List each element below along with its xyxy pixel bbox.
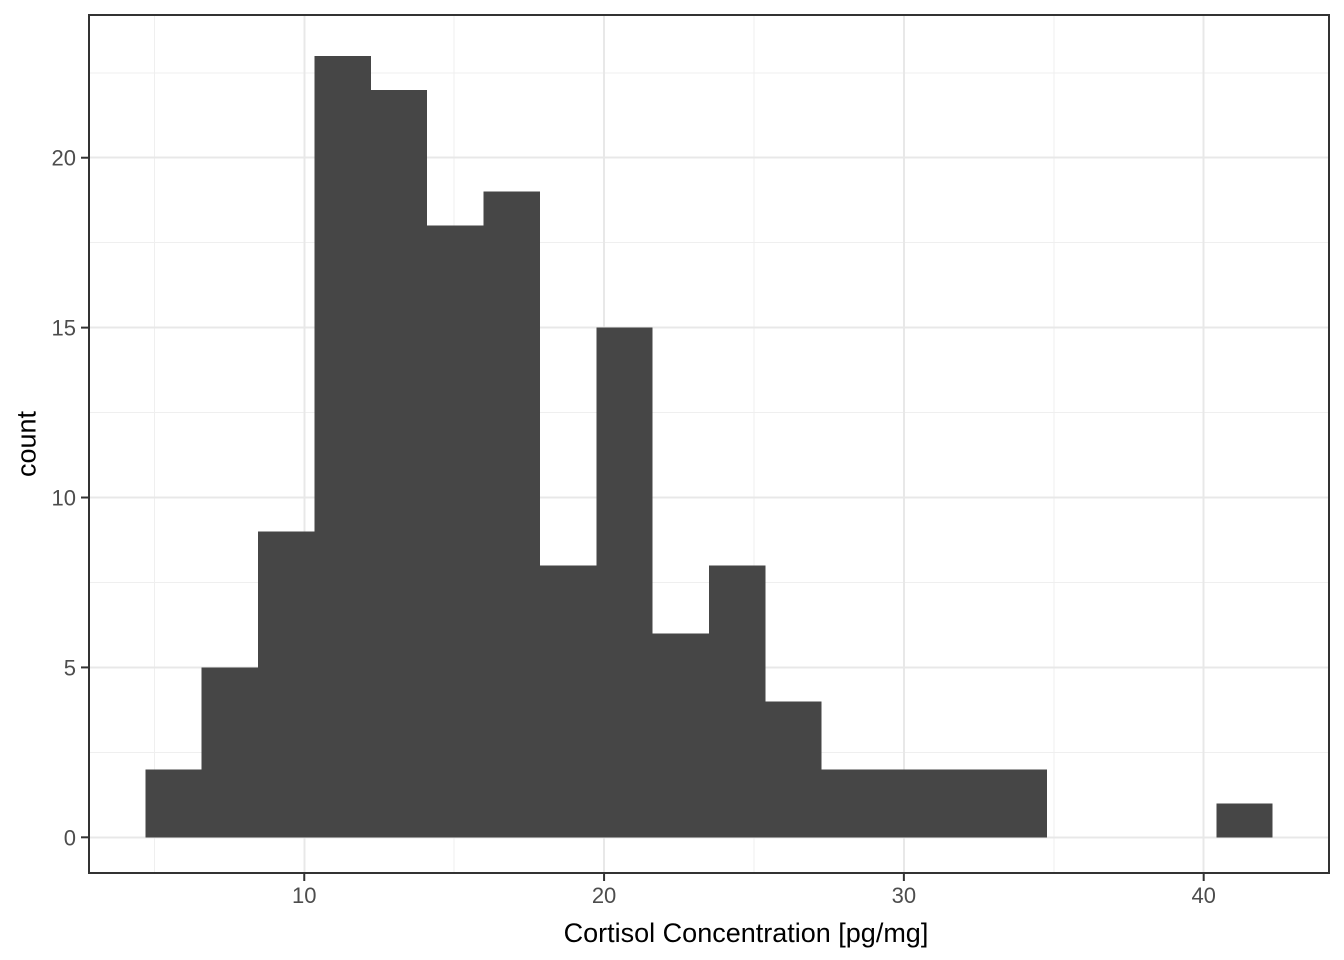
x-tick-label: 10 [292, 883, 316, 908]
x-tick-label: 30 [892, 883, 916, 908]
histogram-bar [709, 565, 766, 838]
panel-border [88, 14, 1330, 874]
histogram-bar [258, 531, 315, 838]
histogram-bar [370, 89, 428, 838]
histogram-bar [878, 769, 935, 838]
histogram-bar [596, 327, 653, 838]
x-tick-label: 20 [592, 883, 616, 908]
x-tick-label: 40 [1191, 883, 1215, 908]
histogram-bar [990, 769, 1048, 838]
histogram-bar [1216, 803, 1273, 838]
histogram-bar [201, 667, 259, 838]
y-tick-label: 15 [52, 316, 76, 341]
histogram-bar [934, 769, 991, 838]
histogram-bar [483, 191, 540, 838]
histogram-bar [652, 633, 709, 838]
y-tick-label: 0 [64, 825, 76, 850]
histogram-bar [765, 701, 822, 838]
y-tick-label: 10 [52, 486, 76, 511]
histogram-bar [539, 565, 597, 838]
histogram-bar [314, 55, 371, 838]
histogram-bar [427, 225, 484, 838]
histogram-bar [145, 769, 202, 838]
y-tick-label: 5 [64, 655, 76, 680]
y-axis-title: count [11, 410, 42, 478]
x-axis-title: Cortisol Concentration [pg/mg] [563, 918, 929, 948]
histogram-bar [821, 769, 879, 838]
y-tick-label: 20 [52, 146, 76, 171]
